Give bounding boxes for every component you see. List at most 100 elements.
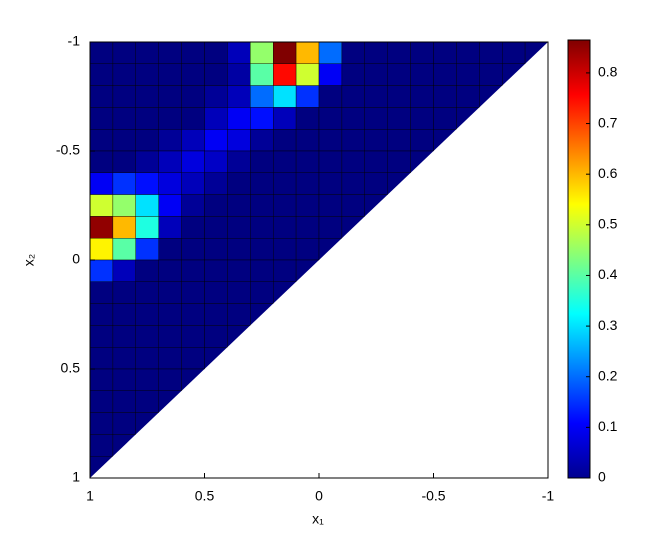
heatmap-cell [112,128,137,152]
y-tick-label: 0.5 [61,360,81,376]
x-axis-label: x₁ [312,511,324,527]
heatmap-cell [341,85,365,108]
heatmap-cell [410,128,434,152]
heatmap-cell [112,107,137,130]
heatmap-cell [341,128,365,152]
colorbar-tick-label: 0 [598,469,606,485]
heatmap-cell [112,347,137,370]
heatmap-cell [273,85,297,108]
heatmap-cell [318,237,343,261]
heatmap-cell [250,281,274,304]
x-tick-label: -0.5 [421,488,445,504]
heatmap-cell [250,259,274,282]
heatmap-cell [135,412,159,435]
heatmap-cell [135,107,159,130]
heatmap-cell [479,63,503,86]
y-tick-label: -1 [68,33,81,49]
heatmap-cell [227,42,251,64]
heatmap-cell [250,150,274,173]
heatmap-cell [364,63,388,86]
heatmap-cell [112,63,137,86]
heatmap-cell [295,172,320,195]
heatmap-cell [295,42,320,64]
colorbar-tick-label: 0.1 [598,418,618,434]
heatmap-cell [479,85,503,108]
heatmap-cell [387,128,411,152]
heatmap-cell [181,259,205,282]
heatmap-cell [204,42,228,64]
heatmap-cell [456,63,480,86]
heatmap-cell [158,172,182,195]
heatmap-cell [90,412,114,435]
heatmap-cell [181,172,205,195]
heatmap-cell [387,172,411,195]
heatmap-cell [112,85,137,108]
heatmap-cell [341,150,365,173]
x-tick-label: -1 [542,488,555,504]
heatmap-cell [456,85,480,108]
heatmap-cell [227,194,251,217]
heatmap-cell [341,42,365,64]
heatmap-cell [135,194,159,217]
heatmap-cell [181,237,205,261]
heatmap-cell [456,107,480,130]
heatmap-cell [318,216,343,239]
heatmap-cell [250,237,274,261]
heatmap-cell [227,172,251,195]
heatmap-cell [273,107,297,130]
heatmap-cell [135,172,159,195]
heatmap-cell [341,172,365,195]
heatmap-cell [112,259,137,282]
heatmap-cell [158,107,182,130]
heatmap-cell [181,63,205,86]
heatmap-cell [112,194,137,217]
heatmap-cell [250,303,274,326]
heatmap-cell [295,128,320,152]
heatmap-cell [90,303,114,326]
heatmap-cell [158,347,182,370]
y-tick-label: -0.5 [56,142,80,158]
heatmap-cell [273,281,297,304]
heatmap-cell [295,216,320,239]
heatmap-cell [204,172,228,195]
heatmap-cell [318,128,343,152]
heatmap-cell [135,216,159,239]
heatmap-cell [112,368,137,391]
heatmap-cell [273,150,297,173]
heatmap-cell [204,150,228,173]
heatmap-cell [181,303,205,326]
heatmap-cell [227,85,251,108]
heatmap-cell [318,63,343,86]
heatmap-cell [135,347,159,370]
heatmap-cell [112,325,137,348]
heatmap-cell [90,281,114,304]
heatmap-cell [227,281,251,304]
heatmap-cell [387,42,411,64]
heatmap-cell [181,85,205,108]
heatmap-cell [90,259,114,282]
heatmap-cell [227,107,251,130]
heatmap-cell [250,42,274,64]
heatmap-cell [90,107,114,130]
x-tick-label: 0.5 [195,488,215,504]
heatmap-cell [112,42,137,64]
heatmap-cell [90,237,114,261]
heatmap-cell [90,85,114,108]
heatmap-cell [204,128,228,152]
heatmap-cell [318,85,343,108]
heatmap-cell [341,107,365,130]
heatmap-cell [456,42,480,64]
heatmap-cell [410,107,434,130]
heatmap-cell [158,42,182,64]
heatmap-cell [90,368,114,391]
heatmap-cell [158,368,182,391]
colorbar-tick-label: 0.5 [598,216,618,232]
heatmap-cell [273,172,297,195]
heatmap-cell [318,107,343,130]
heatmap-cell [502,63,526,86]
heatmap-cell [295,85,320,108]
heatmap-cell [250,85,274,108]
heatmap-cell [181,128,205,152]
heatmap-cell [318,194,343,217]
heatmap-cell [364,194,388,217]
